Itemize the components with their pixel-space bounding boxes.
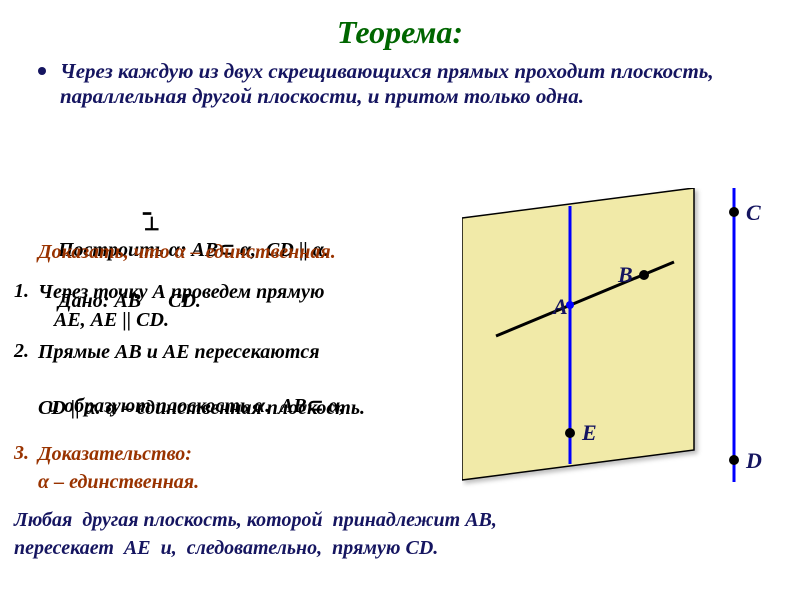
point-d: [729, 455, 739, 465]
conclusion-line1: Любая другая плоскость, которой принадле…: [14, 508, 497, 534]
label-a: А: [553, 294, 568, 320]
plane-alpha: [462, 188, 694, 480]
step1-num: 1.: [14, 280, 29, 303]
step2-num: 2.: [14, 340, 29, 363]
page-title: Теорема:: [0, 0, 800, 51]
theorem-text: Через каждую из двух скрещивающихся прям…: [60, 59, 760, 109]
geometry-diagram: [462, 188, 762, 488]
label-c: С: [746, 200, 761, 226]
label-d: D: [746, 448, 762, 474]
step3-num: 3.: [14, 442, 29, 465]
point-b: [639, 270, 649, 280]
label-b: В: [618, 262, 633, 288]
step1-line1: Через точку А проведем прямую: [38, 280, 324, 306]
point-c: [729, 207, 739, 217]
label-e: Е: [582, 420, 597, 446]
theorem-block: Через каждую из двух скрещивающихся прям…: [0, 51, 800, 113]
bullet-icon: [38, 67, 46, 75]
step2-line1: Прямые АВ и АЕ пересекаются: [38, 340, 320, 366]
point-e: [565, 428, 575, 438]
conclusion-line2: пересекает АЕ и, следовательно, прямую С…: [14, 536, 438, 562]
step3-line1: Доказательство:: [38, 442, 192, 468]
step2-line3: СD || α. α – единственная плоскость.: [38, 396, 365, 422]
step1-line2: АЕ, АЕ || СD.: [54, 308, 169, 334]
prove-line: Доказать, что α – единственная.: [38, 240, 336, 266]
step3-line2: α – единственная.: [38, 470, 199, 496]
